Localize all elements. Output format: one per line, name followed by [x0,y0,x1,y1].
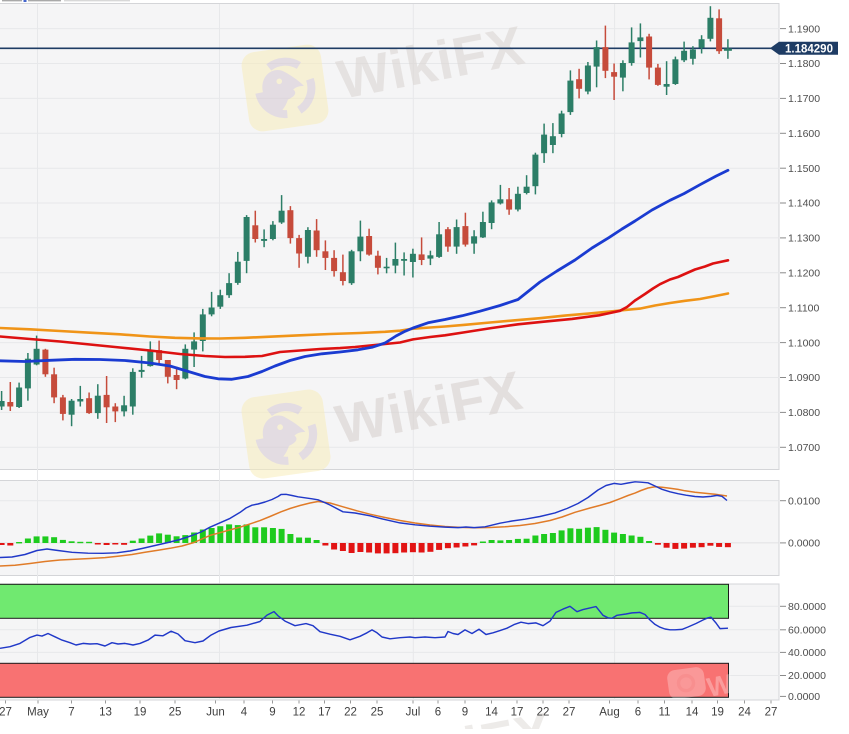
svg-text:1.1100: 1.1100 [788,302,819,314]
svg-text:1.1700: 1.1700 [788,93,820,105]
svg-text:May: May [27,707,49,719]
svg-text:Jul: Jul [406,707,421,719]
svg-text:1.1900: 1.1900 [788,23,820,35]
svg-text:80.0000: 80.0000 [788,601,826,613]
svg-text:14: 14 [686,707,699,719]
svg-text:25: 25 [371,707,384,719]
svg-text:27: 27 [563,707,576,719]
svg-text:25: 25 [169,707,182,719]
svg-text:22: 22 [344,707,357,719]
svg-text:13: 13 [99,707,112,719]
svg-text:24: 24 [738,707,751,719]
svg-text:9: 9 [269,707,275,719]
svg-text:22: 22 [537,707,550,719]
svg-text:4: 4 [241,707,248,719]
svg-text:19: 19 [711,707,724,719]
svg-text:0.0100: 0.0100 [788,495,820,507]
svg-text:11: 11 [659,707,671,719]
svg-text:9: 9 [462,707,468,719]
svg-text:1.0700: 1.0700 [788,442,820,454]
svg-text:1.0900: 1.0900 [788,372,820,384]
svg-text:19: 19 [134,707,147,719]
svg-text:40.0000: 40.0000 [788,647,826,659]
svg-text:1.1600: 1.1600 [788,128,820,140]
svg-text:17: 17 [318,707,331,719]
svg-text:7: 7 [68,707,74,719]
svg-text:6: 6 [435,707,441,719]
svg-text:W: W [704,668,735,702]
svg-text:0.0000: 0.0000 [788,538,820,550]
svg-text:1.1500: 1.1500 [788,163,820,175]
svg-text:1.1200: 1.1200 [788,268,820,280]
svg-text:Aug: Aug [599,707,619,719]
svg-text:1.1000: 1.1000 [788,337,820,349]
svg-text:0.0000: 0.0000 [788,691,820,703]
svg-text:60.0000: 60.0000 [788,625,826,637]
svg-text:1.1400: 1.1400 [788,198,820,210]
svg-text:14: 14 [485,707,498,719]
svg-text:20.0000: 20.0000 [788,670,826,682]
svg-text:1.0800: 1.0800 [788,407,820,419]
svg-text:1.1800: 1.1800 [788,58,820,70]
svg-text:Jun: Jun [206,707,225,719]
svg-text:27: 27 [0,707,12,719]
svg-text:1.1300: 1.1300 [788,233,820,245]
svg-text:17: 17 [511,707,524,719]
svg-text:12: 12 [293,707,306,719]
svg-text:27: 27 [765,707,778,719]
svg-text:6: 6 [635,707,641,719]
svg-text:1.184290: 1.184290 [785,44,833,56]
